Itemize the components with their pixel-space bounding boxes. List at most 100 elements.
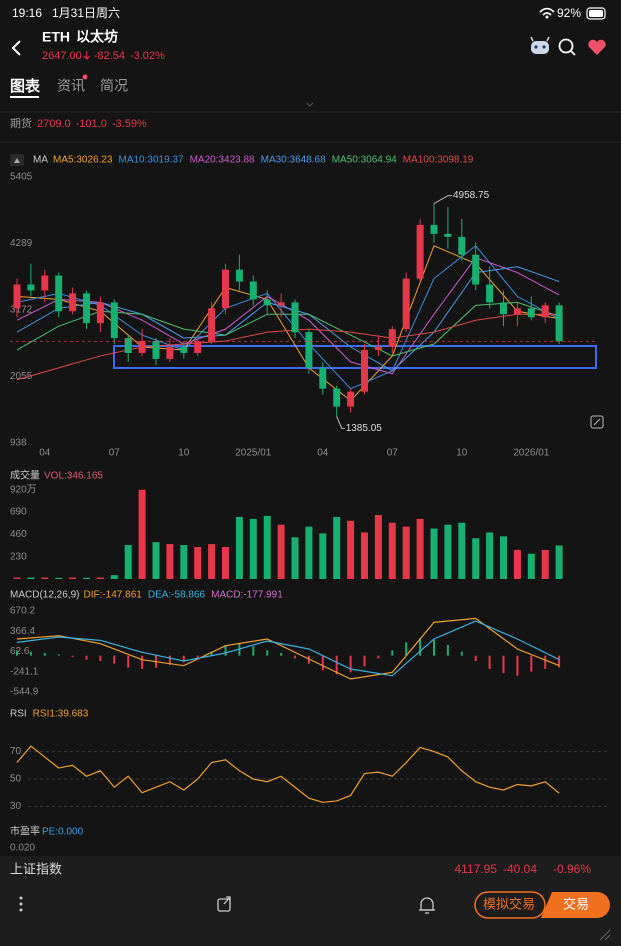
candle-body (83, 293, 90, 324)
candle-body (41, 275, 49, 291)
candle-body (110, 302, 118, 339)
volume-bar (472, 538, 480, 579)
back-button[interactable] (11, 40, 21, 56)
candle-body (263, 299, 271, 306)
candle-body (444, 233, 452, 237)
robot-icon[interactable] (530, 36, 550, 54)
candle-body (319, 367, 327, 389)
volume-bar (291, 537, 299, 579)
candle-body (180, 347, 188, 353)
volume-bar (305, 526, 313, 579)
panel-title: MACD(12,26,9) (10, 590, 79, 601)
x-tick-label: 10 (456, 448, 468, 459)
expand-chevron[interactable] (306, 102, 314, 107)
sim-trade-label[interactable]: 模拟交易 (483, 896, 535, 911)
alert-icon[interactable] (419, 897, 435, 914)
legend-item: MA50:3064.94 (332, 155, 397, 166)
volume-bar (13, 577, 21, 579)
candle-body (333, 388, 341, 407)
y-tick-label: 938 (10, 438, 27, 449)
candle-body (555, 305, 563, 342)
y-tick-label: 2055 (10, 371, 33, 382)
favorite-icon[interactable] (588, 39, 606, 55)
legend-item: VOL:346.165 (44, 471, 103, 482)
search-icon[interactable] (558, 38, 576, 56)
volume-bar (333, 516, 341, 579)
more-icon[interactable] (19, 896, 23, 912)
trade-label[interactable]: 交易 (563, 896, 589, 911)
candle-body (416, 224, 424, 279)
annotation-leader (336, 416, 345, 429)
volume-bar (208, 544, 216, 579)
volume-bar (138, 489, 146, 579)
charts: MA MA5:3026.23 MA10:3019.37 MA20:3423.88 MA3… (10, 155, 610, 812)
volume-bar (388, 522, 396, 579)
legend-item: DIF:-147.861 (83, 590, 142, 601)
volume-bar (555, 545, 563, 579)
y-tick-label: -544.9 (10, 687, 39, 698)
volume-bar (41, 577, 49, 579)
legend-item: MA10:3019.37 (119, 155, 184, 166)
volume-bar (500, 536, 507, 579)
candle-body (27, 284, 35, 291)
status-time: 19:16 (12, 6, 42, 20)
candle-body (458, 236, 466, 255)
x-tick-label: 07 (109, 448, 121, 459)
volume-bar (277, 524, 285, 579)
candle-body (13, 284, 21, 309)
y-tick-label: 460 (10, 529, 27, 540)
futures-price: 2709.0 (37, 118, 71, 130)
candle-body (277, 302, 285, 306)
panel-title: 成交量 (10, 469, 40, 482)
toggle-glyph (14, 158, 20, 163)
tab-active[interactable]: 图表 (10, 77, 41, 95)
price: 2647.00 (42, 50, 82, 62)
candle-body (472, 254, 480, 285)
fullscreen-icon[interactable] (590, 415, 604, 429)
candle-body (222, 269, 229, 309)
line (16, 313, 560, 381)
volume-bar (55, 577, 63, 579)
futures-label: 期货 (10, 116, 32, 130)
candle-body (55, 275, 63, 312)
candle-body (96, 302, 104, 324)
volume-bar (249, 518, 257, 579)
wifi-dot (545, 15, 549, 19)
trade-button[interactable] (541, 892, 610, 918)
candle-body (500, 302, 507, 315)
volume-bar (83, 577, 90, 579)
x-tick-label: 10 (178, 448, 190, 459)
notification-dot (82, 74, 88, 80)
volume-bar (27, 577, 35, 579)
legend-item: RSI1:39.683 (33, 709, 89, 720)
index-name[interactable]: 上证指数 (10, 861, 62, 876)
candle-body (402, 278, 410, 330)
volume-bar (263, 515, 271, 579)
index-change-pct: -0.96% (553, 862, 591, 876)
tab[interactable]: 简况 (100, 78, 128, 94)
share-icon[interactable] (217, 896, 231, 912)
line (16, 245, 560, 402)
sim-trade-button[interactable] (474, 891, 546, 919)
low-annotation: 1385.05 (346, 423, 383, 434)
battery-fill (589, 10, 603, 17)
y-tick-label: 5405 (10, 172, 33, 183)
volume-bar (486, 532, 494, 579)
tab-underline (10, 96, 39, 98)
x-tick-label: 04 (39, 448, 51, 459)
legend-title: MA (33, 155, 48, 166)
candle-body (235, 269, 243, 282)
candle-body (69, 293, 77, 312)
volume-bar (124, 545, 132, 579)
down-arrow (83, 51, 91, 60)
volume-bar (235, 516, 243, 579)
candle-body (388, 329, 396, 348)
line (16, 620, 560, 677)
volume-bar (152, 542, 160, 579)
candle-body (291, 302, 299, 333)
volume-bar (444, 524, 452, 579)
y-tick-label: 366.4 (10, 626, 35, 637)
change-pct: -3.02% (130, 50, 165, 62)
tab[interactable]: 资讯 (57, 78, 85, 94)
y-tick-label: 670.2 (10, 606, 35, 617)
